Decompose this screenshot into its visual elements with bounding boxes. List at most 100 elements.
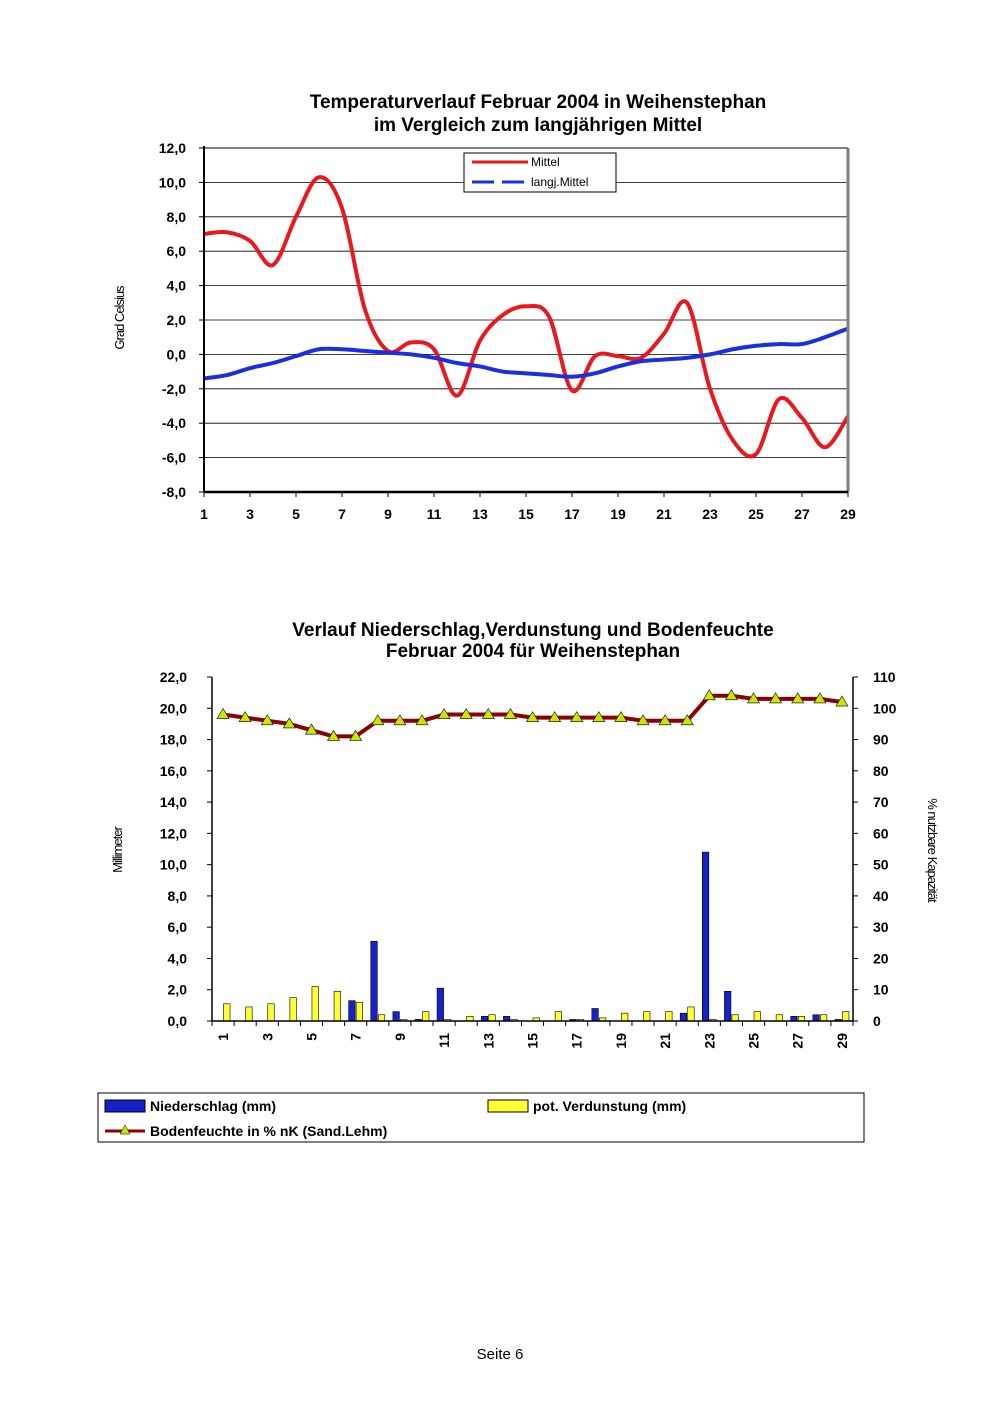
marker-bodenfeuchte [548,711,562,722]
page-footer: Seite 6 [476,1346,524,1363]
bar-verdunstung [422,1011,430,1022]
chart1-y-tick-label: -4,0 [162,415,186,431]
bar-verdunstung [289,997,297,1022]
chart2-x-tick-label: 17 [569,1033,585,1049]
marker-bodenfeuchte [503,707,517,719]
chart1-x-tick-label: 17 [564,506,580,522]
marker-bodenfeuchte [304,723,318,735]
marker-bodenfeuchte [747,692,761,704]
chart2-x-tick-label: 19 [613,1033,629,1049]
chart2-ylabel: Millimeter [110,826,125,873]
chart1-frame [203,146,850,494]
marker-bodenfeuchte [636,714,650,726]
chart2-y2-tick-label: 70 [873,794,889,810]
marker-bodenfeuchte [393,714,407,726]
chart2-y2-tick-label: 10 [873,982,889,998]
chart1-y-tick-label: -8,0 [162,484,186,500]
bar-verdunstung [643,1011,651,1022]
marker-bodenfeuchte [724,689,738,701]
chart2-x-tick-label: 15 [525,1033,541,1049]
chart1-y-tick-label: 4,0 [167,278,187,294]
chart2-x-tick-label: 11 [436,1033,452,1048]
legend-verdunstung-swatch [487,1099,529,1113]
bar-niederschlag [436,987,444,1022]
temperature-chart: Temperaturverlauf Februar 2004 in Weihen… [112,92,856,522]
marker-bodenfeuchte [769,692,783,704]
chart2-axes [211,677,854,1022]
chart2-x-tick-label: 1 [215,1033,231,1041]
bar-niederschlag [348,1000,356,1022]
marker-bodenfeuchte [481,707,495,719]
series-line-mittel [203,175,850,459]
marker-bodenfeuchte [349,729,363,741]
chart2-soil-moisture-line [216,689,849,741]
chart2-y2label: % nutzbare Kapazität [925,798,940,903]
chart2-title: Verlauf Niederschlag,Verdunstung und Bod… [292,620,773,641]
bar-verdunstung [753,1011,761,1022]
chart2-x-tick-label: 5 [303,1033,319,1041]
legend-langj-mittel-label: langj.Mittel [531,175,588,189]
chart1-x-tick-label: 9 [384,506,392,522]
bar-verdunstung [333,990,341,1022]
chart2-x-tick-label: 25 [746,1033,762,1049]
bar-verdunstung [267,1003,275,1022]
chart2-y-tick-label: 22,0 [160,669,187,685]
chart1-y-tick-label: 8,0 [167,209,187,225]
marker-bodenfeuchte [216,707,230,719]
chart2-y-tick-label: 2,0 [168,982,188,998]
marker-bodenfeuchte [371,714,385,726]
legend-bodenfeuchte-marker [119,1124,131,1135]
chart2-y-tick-label: 14,0 [160,794,187,810]
bar-verdunstung [554,1011,562,1022]
chart2-x-tick-label: 29 [834,1033,850,1049]
bar-niederschlag [591,1008,599,1022]
chart2-legend: Niederschlag (mm) pot. Verdunstung (mm) … [97,1092,865,1143]
bar-niederschlag [724,990,732,1022]
chart2-bars [223,851,850,1022]
bar-verdunstung [687,1006,695,1022]
chart2-y-ticks: 22,0 20,0 18,0 16,0 14,0 12,0 10,0 8,0 6,0 4,0 2,0… [160,669,212,1029]
chart1-title: Temperaturverlauf Februar 2004 in Weihen… [310,92,767,113]
chart1-x-tick-label: 23 [702,506,718,522]
chart1-x-tick-label: 1 [200,506,208,522]
chart1-x-tick-label: 29 [840,506,856,522]
chart2-y2-tick-label: 100 [873,700,897,716]
chart2-y2-tick-label: 60 [873,825,889,841]
legend-bodenfeuchte-label: Bodenfeuchte in % nK (Sand.Lehm) [150,1123,387,1139]
bar-niederschlag [392,1011,400,1022]
chart1-legend: Mittel langj.Mittel [463,152,617,193]
chart2-x-ticks: 1 3 5 7 9 11 13 15 17 19 21 23 25 27 29 [211,1021,854,1049]
chart2-y2-tick-label: 30 [873,919,889,935]
marker-bodenfeuchte [437,707,451,719]
chart1-x-tick-label: 5 [292,506,300,522]
bar-niederschlag [702,851,710,1022]
chart2-x-tick-label: 3 [259,1033,275,1041]
marker-bodenfeuchte [835,695,849,707]
marker-bodenfeuchte [614,711,628,722]
marker-bodenfeuchte [813,692,827,704]
chart1-x-tick-label: 27 [794,506,810,522]
marker-bodenfeuchte [525,711,540,722]
chart2-y2-tick-label: 20 [873,950,889,966]
precipitation-chart: Verlauf Niederschlag,Verdunstung und Bod… [97,620,940,1143]
bar-niederschlag [812,1014,820,1022]
chart2-x-tick-label: 23 [701,1033,717,1049]
chart1-x-tick-label: 15 [518,506,534,522]
bar-verdunstung [731,1014,739,1022]
legend-niederschlag-label: Niederschlag (mm) [150,1098,276,1114]
chart2-y2-tick-label: 90 [873,732,889,748]
chart1-x-ticks: 1 3 5 7 9 11 13 15 17 19 21 23 25 27 29 [200,492,856,522]
chart2-y2-tick-label: 40 [873,888,889,904]
chart2-x-tick-label: 21 [657,1033,673,1049]
bar-verdunstung [223,1003,231,1022]
chart1-x-tick-label: 3 [246,506,254,522]
legend-mittel-label: Mittel [531,155,560,169]
bar-verdunstung [245,1006,253,1022]
bar-verdunstung [621,1012,629,1022]
chart1-y-tick-label: 2,0 [167,312,187,328]
bar-verdunstung [311,986,319,1022]
bar-verdunstung [820,1014,828,1022]
bar-verdunstung [775,1014,783,1022]
chart2-x-tick-label: 13 [480,1033,496,1049]
